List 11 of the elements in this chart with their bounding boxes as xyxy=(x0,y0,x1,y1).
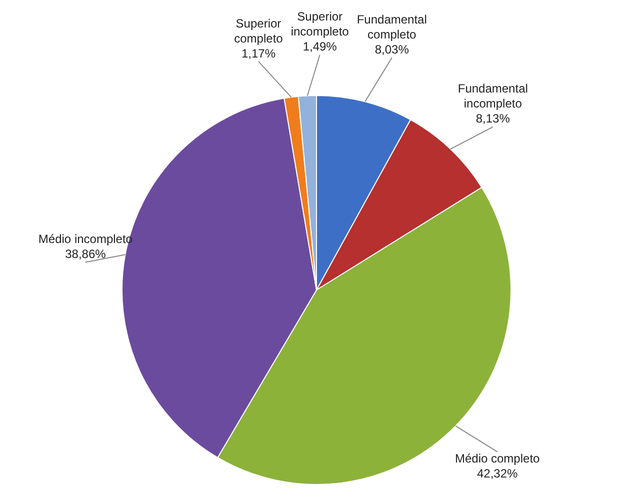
data-label: 38,86% xyxy=(65,247,106,262)
slice-label: Médio completo xyxy=(454,452,540,466)
slice-label: Superior incompleto xyxy=(290,10,350,39)
slice-label: Fundamental incompleto xyxy=(458,82,528,111)
data-label: 8,13% xyxy=(476,112,510,126)
data-label: 8,03% xyxy=(374,42,410,57)
data-label: 1,49% xyxy=(302,40,338,54)
data-label: 1,17% xyxy=(241,46,276,60)
data-label: 42,32% xyxy=(476,466,518,481)
slice-label: Superior completo xyxy=(234,16,284,46)
slice-label: Fundamental completo xyxy=(356,12,427,42)
